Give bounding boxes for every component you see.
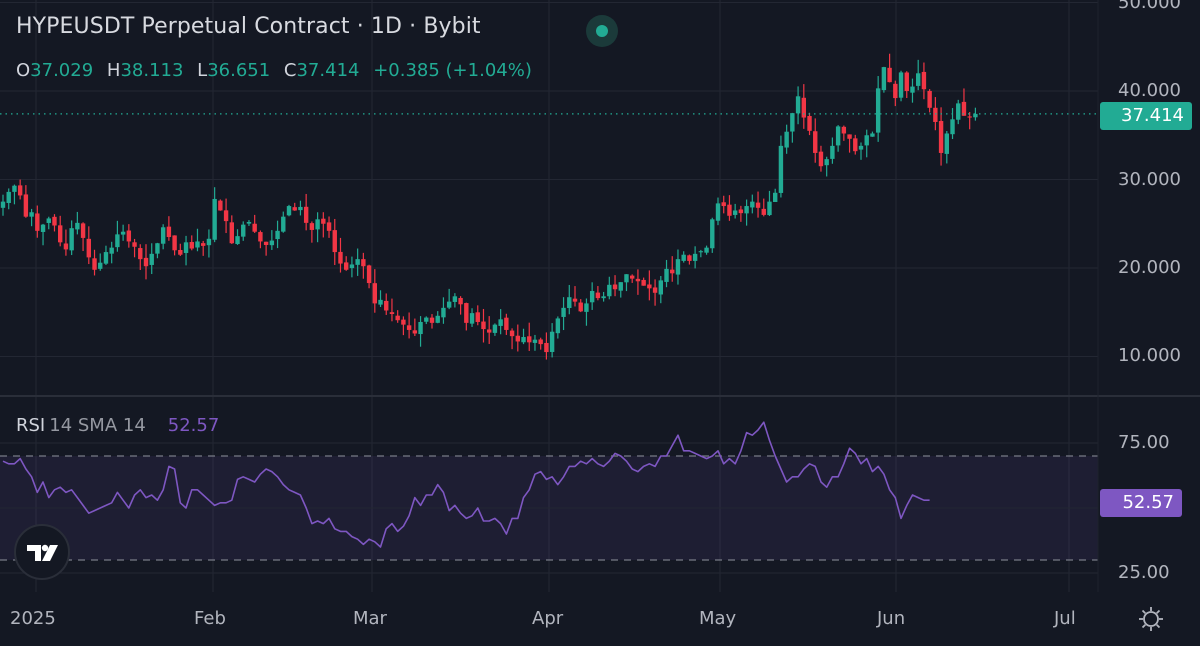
market-open-dot — [596, 25, 608, 37]
close-label: C — [283, 60, 297, 81]
symbol-title: HYPEUSDT Perpetual Contract · 1D · Bybit — [16, 14, 481, 39]
time-label: Jul — [1054, 608, 1076, 629]
ohlc-legend: O37.029 H38.113 L36.651 C37.414 +0.385 (… — [16, 60, 540, 81]
rsi-tick: 75.00 — [1118, 432, 1170, 453]
rsi-value: 52.57 — [167, 415, 220, 436]
change-value: +0.385 (+1.04%) — [373, 60, 532, 81]
gear-icon[interactable] — [1138, 606, 1164, 632]
price-tick: 20.000 — [1118, 257, 1181, 278]
rsi-params: 14 SMA 14 — [49, 415, 146, 436]
rsi-tick: 25.00 — [1118, 562, 1170, 583]
close-value: 37.414 — [296, 60, 360, 81]
time-label: Jun — [877, 608, 906, 629]
high-label: H — [106, 60, 121, 81]
high-value: 38.113 — [120, 60, 184, 81]
low-value: 36.651 — [207, 60, 271, 81]
open-value: 37.029 — [30, 60, 94, 81]
time-label: 2025 — [10, 608, 56, 629]
rsi-legend[interactable]: RSI 14 SMA 14 52.57 — [16, 415, 219, 436]
time-label: May — [699, 608, 737, 629]
price-tick: 30.000 — [1118, 169, 1181, 190]
time-label: Mar — [353, 608, 387, 629]
market-status-icon[interactable] — [586, 15, 618, 47]
rsi-value-tag: 52.57 — [1100, 489, 1182, 517]
price-tick: 40.000 — [1118, 80, 1181, 101]
price-tick: 10.000 — [1118, 345, 1181, 366]
tradingview-logo-icon[interactable] — [14, 524, 70, 580]
time-label: Apr — [532, 608, 564, 629]
low-label: L — [197, 60, 208, 81]
open-label: O — [16, 60, 31, 81]
rsi-name: RSI — [16, 415, 46, 436]
time-label: Feb — [194, 608, 226, 629]
last-price-tag: 37.414 — [1100, 102, 1192, 130]
price-tick: 50.000 — [1118, 0, 1181, 13]
